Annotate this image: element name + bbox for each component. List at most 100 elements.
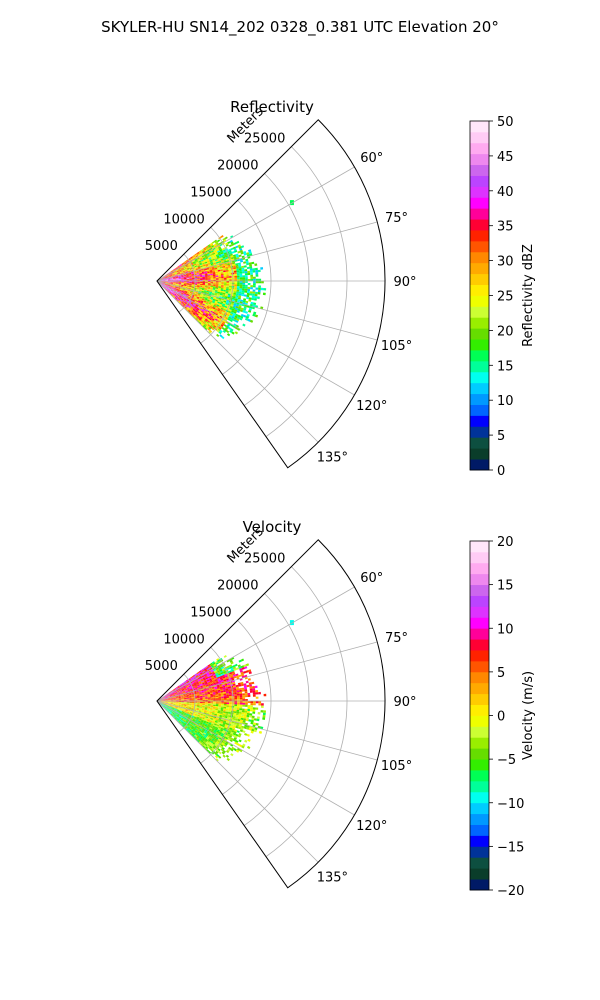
data-cell xyxy=(214,259,218,262)
data-cell xyxy=(173,710,176,713)
data-cell xyxy=(224,725,228,729)
data-cell xyxy=(195,292,199,294)
data-cell xyxy=(196,307,200,311)
data-cell xyxy=(198,310,201,313)
data-cell xyxy=(186,293,190,296)
data-cell xyxy=(171,272,174,274)
data-cell xyxy=(176,710,179,713)
data-cell xyxy=(221,667,225,671)
data-cell xyxy=(172,274,176,277)
data-cell xyxy=(235,740,239,743)
data-cell xyxy=(213,717,217,720)
data-cell xyxy=(196,297,200,300)
data-cell xyxy=(204,323,208,327)
data-cell xyxy=(212,247,216,251)
data-cell xyxy=(195,298,199,301)
data-cell xyxy=(191,697,195,699)
data-cell xyxy=(222,310,226,313)
data-cell xyxy=(230,722,234,726)
data-cell xyxy=(226,702,230,705)
data-cell xyxy=(223,705,227,708)
data-cell xyxy=(212,718,216,721)
data-cell xyxy=(190,710,194,713)
data-cell xyxy=(229,305,233,309)
data-cell xyxy=(173,289,177,292)
data-cell xyxy=(186,705,189,707)
data-cell xyxy=(247,745,251,750)
data-cell xyxy=(223,274,227,277)
data-cell xyxy=(207,262,211,265)
data-cell xyxy=(202,295,206,298)
data-cell xyxy=(255,274,259,277)
data-cell xyxy=(201,269,205,272)
data-cell xyxy=(159,278,163,280)
data-cell xyxy=(167,695,170,697)
data-cell xyxy=(207,694,211,696)
data-cell xyxy=(220,289,224,292)
data-cell xyxy=(245,300,249,304)
data-cell xyxy=(202,313,206,316)
data-cell xyxy=(167,275,170,277)
data-cell xyxy=(194,314,198,318)
data-cell xyxy=(202,706,205,708)
data-cell xyxy=(242,695,246,698)
data-cell xyxy=(248,251,252,255)
colorbar-segment xyxy=(470,219,489,231)
data-cell xyxy=(219,303,223,307)
data-cell xyxy=(170,277,173,279)
data-cell xyxy=(170,710,173,712)
data-cell xyxy=(204,725,207,729)
data-cell xyxy=(176,290,179,292)
data-cell xyxy=(186,727,190,730)
data-cell xyxy=(209,711,213,714)
data-cell xyxy=(194,714,198,717)
data-cell xyxy=(167,698,171,700)
data-cell xyxy=(174,707,178,709)
data-cell xyxy=(197,702,200,704)
data-cell xyxy=(184,269,188,271)
data-cell xyxy=(184,302,187,305)
data-cell xyxy=(223,690,226,693)
data-cell xyxy=(202,303,206,306)
data-cell xyxy=(225,676,229,680)
data-cell xyxy=(194,726,198,729)
data-cell xyxy=(239,689,242,692)
data-cell xyxy=(233,248,237,251)
data-cell xyxy=(205,702,208,704)
data-cell xyxy=(210,262,214,265)
data-cell xyxy=(172,286,175,289)
data-cell xyxy=(213,682,217,685)
colorbar-segment xyxy=(470,404,489,416)
data-cell xyxy=(180,298,184,301)
data-cell xyxy=(239,273,243,276)
data-cell xyxy=(173,697,176,699)
data-cell xyxy=(227,732,231,735)
data-cell xyxy=(214,689,218,691)
data-cell xyxy=(199,697,203,699)
data-cell xyxy=(210,682,214,685)
data-cell xyxy=(239,704,243,707)
data-cell xyxy=(253,703,256,706)
data-cell xyxy=(252,293,255,296)
data-cell xyxy=(198,267,201,269)
data-cell xyxy=(187,682,191,685)
data-cell xyxy=(161,704,164,706)
data-cell xyxy=(178,292,181,294)
data-cell xyxy=(200,319,204,323)
data-cell xyxy=(167,709,170,712)
data-cell xyxy=(227,738,231,741)
data-cell xyxy=(210,706,213,709)
data-cell xyxy=(196,707,200,709)
data-cell xyxy=(185,709,188,711)
data-cell xyxy=(190,711,193,714)
data-cell xyxy=(170,278,174,280)
data-cell xyxy=(162,279,166,281)
data-cell xyxy=(197,726,200,730)
data-cell xyxy=(183,285,187,287)
data-cell xyxy=(210,282,214,284)
colorbar-segment xyxy=(470,715,489,727)
data-cell xyxy=(228,287,232,290)
data-cell xyxy=(240,245,245,249)
data-cell xyxy=(162,697,165,699)
data-cell xyxy=(202,677,206,680)
